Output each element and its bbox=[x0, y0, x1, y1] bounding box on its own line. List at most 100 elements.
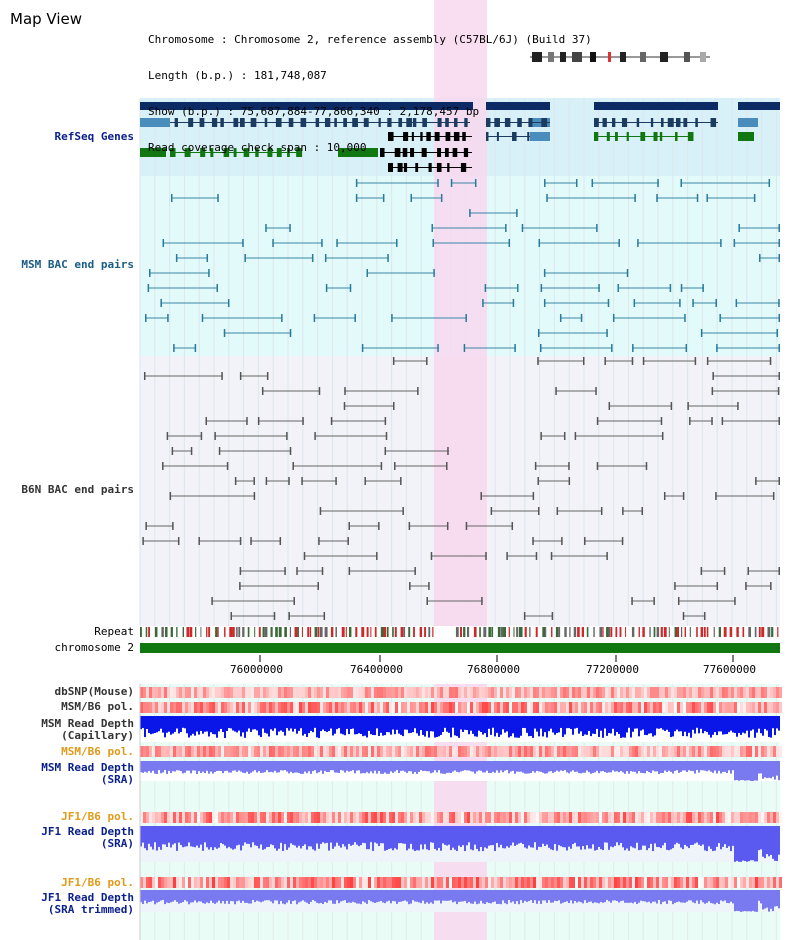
depth-bar bbox=[710, 826, 712, 849]
heat-cell bbox=[482, 812, 485, 823]
depth-bar bbox=[436, 716, 438, 738]
bac-end bbox=[145, 522, 147, 530]
heat-cell bbox=[281, 702, 284, 713]
gene-exon bbox=[398, 118, 403, 127]
msm-bac-label[interactable]: MSM BAC end pairs bbox=[21, 258, 134, 271]
heat-cell bbox=[743, 877, 746, 888]
depth-bar bbox=[488, 890, 490, 904]
depth-bar bbox=[556, 716, 558, 734]
msm-b6-pol-label[interactable]: MSM/B6 pol. bbox=[61, 700, 134, 713]
depth-bar bbox=[698, 716, 700, 734]
heat-cell bbox=[314, 687, 317, 698]
depth-bar bbox=[464, 890, 466, 901]
depth-bar bbox=[710, 761, 712, 772]
depth-bar bbox=[478, 890, 480, 904]
bac-end bbox=[634, 194, 636, 202]
heat-cell bbox=[308, 812, 311, 823]
label-line: (SRA) bbox=[100, 837, 134, 850]
bac-end bbox=[778, 372, 780, 380]
gene-block bbox=[486, 102, 550, 110]
depth-bar bbox=[620, 890, 622, 902]
heat-cell bbox=[164, 877, 167, 888]
depth-bar bbox=[602, 826, 604, 851]
depth-bar bbox=[738, 716, 740, 734]
depth-bar bbox=[212, 826, 214, 851]
heat-cell bbox=[464, 687, 467, 698]
dbsnp-label[interactable]: dbSNP(Mouse) bbox=[54, 685, 134, 698]
bac-end bbox=[598, 284, 600, 292]
depth-bar bbox=[488, 716, 490, 729]
msm-b6-pol-label-2[interactable]: MSM/B6 pol. bbox=[61, 745, 134, 758]
heat-cell bbox=[224, 687, 227, 698]
heat-cell bbox=[668, 702, 671, 713]
depth-bar bbox=[624, 716, 626, 738]
jf1-b6-pol-label-2[interactable]: JF1/B6 pol. bbox=[61, 876, 134, 889]
depth-bar bbox=[200, 761, 202, 774]
depth-bar bbox=[636, 890, 638, 905]
depth-bar bbox=[660, 761, 662, 774]
jf1-read-depth-trim-label[interactable]: JF1 Read Depth (SRA trimmed) bbox=[41, 892, 134, 916]
b6n-bac-label[interactable]: B6N BAC end pairs bbox=[21, 483, 134, 496]
depth-bar bbox=[228, 826, 230, 847]
depth-bar bbox=[296, 716, 298, 734]
heat-cell bbox=[731, 702, 734, 713]
depth-bar bbox=[358, 826, 360, 847]
refseq-genes-label[interactable]: RefSeq Genes bbox=[54, 130, 134, 143]
depth-bar bbox=[508, 826, 510, 848]
heat-cell bbox=[683, 812, 686, 823]
bac-end bbox=[617, 284, 619, 292]
depth-bar bbox=[368, 826, 370, 850]
depth-bar bbox=[634, 716, 636, 729]
depth-bar bbox=[252, 890, 254, 900]
depth-bar bbox=[318, 826, 320, 849]
bac-end bbox=[348, 567, 351, 575]
heat-cell bbox=[374, 687, 377, 698]
heat-cell bbox=[770, 812, 773, 823]
heat-cell bbox=[704, 746, 707, 757]
depth-bar bbox=[760, 761, 762, 774]
depth-bar bbox=[274, 826, 276, 849]
depth-bar bbox=[494, 826, 496, 852]
heat-cell bbox=[368, 746, 371, 757]
heat-cell bbox=[614, 812, 617, 823]
heat-cell bbox=[311, 702, 314, 713]
bac-end bbox=[409, 582, 411, 590]
heat-cell bbox=[431, 746, 434, 757]
heat-cell bbox=[644, 877, 647, 888]
gene-exon bbox=[334, 118, 337, 127]
heat-cell bbox=[659, 702, 662, 713]
depth-bar bbox=[290, 890, 292, 904]
msm-read-depth-sra-label[interactable]: MSM Read Depth (SRA) bbox=[41, 762, 134, 786]
depth-bar bbox=[364, 826, 366, 844]
bac-end bbox=[261, 387, 264, 395]
bac-end bbox=[745, 582, 747, 590]
heat-cell bbox=[467, 812, 470, 823]
heat-cell bbox=[560, 812, 563, 823]
bac-end bbox=[364, 477, 366, 485]
bac-end bbox=[735, 299, 738, 307]
jf1-b6-pol-label[interactable]: JF1/B6 pol. bbox=[61, 810, 134, 823]
bac-end bbox=[539, 344, 542, 352]
depth-bar bbox=[312, 716, 314, 733]
repeat-mark bbox=[374, 627, 377, 637]
depth-bar bbox=[474, 716, 476, 737]
heat-cell bbox=[755, 702, 758, 713]
depth-bar bbox=[524, 761, 526, 774]
depth-bar bbox=[492, 890, 494, 903]
bac-end bbox=[706, 357, 709, 365]
heat-cell bbox=[656, 746, 659, 757]
heat-cell bbox=[299, 746, 302, 757]
msm-read-depth-cap-label[interactable]: MSM Read Depth (Capillary) bbox=[41, 718, 134, 742]
depth-bar bbox=[272, 890, 274, 904]
repeat-mark bbox=[140, 627, 142, 637]
heat-cell bbox=[707, 746, 710, 757]
jf1-read-depth-sra-label[interactable]: JF1 Read Depth (SRA) bbox=[41, 826, 134, 850]
heat-cell bbox=[575, 746, 578, 757]
heat-cell bbox=[617, 702, 620, 713]
heat-cell bbox=[359, 746, 362, 757]
depth-bar bbox=[254, 826, 256, 846]
gene-exon bbox=[411, 132, 414, 141]
bac-end bbox=[289, 447, 292, 455]
depth-bar bbox=[598, 761, 600, 774]
